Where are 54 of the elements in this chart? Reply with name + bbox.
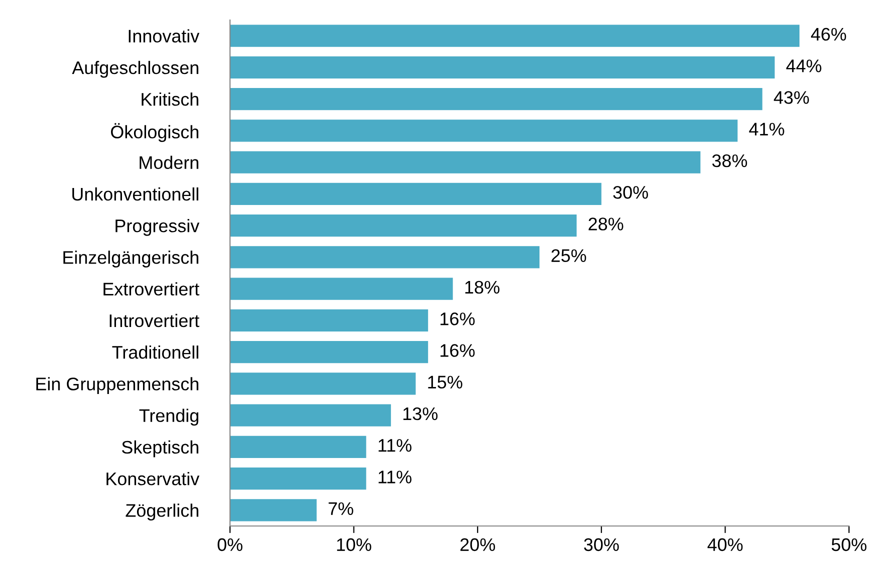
y-tick-label: Innovativ — [128, 29, 200, 43]
bar — [230, 340, 428, 364]
data-label: 41% — [749, 122, 784, 136]
bar — [230, 372, 416, 395]
y-tick-label: Traditionell — [112, 346, 198, 359]
bar — [230, 436, 366, 458]
bar — [230, 120, 738, 142]
data-label: 38% — [712, 154, 748, 168]
data-label: 18% — [465, 280, 500, 294]
bar — [230, 404, 391, 426]
y-tick-label: Trendig — [139, 408, 198, 426]
y-tick-label: Extrovertiert — [104, 282, 200, 296]
bar — [230, 56, 775, 79]
y-tick-label: Konservativ — [106, 472, 200, 486]
bar — [230, 88, 762, 110]
y-tick-label: Modern — [140, 156, 198, 170]
y-tick-label: Ökologisch — [110, 123, 198, 142]
data-label: 30% — [613, 186, 648, 199]
y-tick-label: Aufgeschlossen — [72, 60, 198, 78]
x-tick-label: 20% — [460, 538, 496, 552]
y-tick-label: Introvertiert — [110, 314, 200, 328]
data-label: 7% — [328, 502, 354, 515]
bar — [230, 214, 577, 237]
data-label: 43% — [774, 91, 809, 104]
data-label: 16% — [440, 312, 475, 326]
bar — [230, 467, 366, 490]
y-tick-label: Progressiv — [116, 219, 200, 236]
data-label: 11% — [378, 470, 412, 484]
bar — [230, 182, 602, 206]
bar — [230, 246, 540, 268]
data-label: 13% — [403, 407, 438, 420]
data-label: 16% — [440, 344, 475, 357]
data-label: 44% — [786, 60, 822, 72]
y-tick-label: Zögerlich — [126, 504, 198, 520]
x-tick-label: 0% — [218, 538, 242, 552]
data-label: 28% — [588, 218, 624, 230]
y-tick-label: Unkonventionell — [72, 187, 198, 201]
x-tick-label: 10% — [337, 538, 372, 552]
bar — [230, 278, 453, 300]
data-label: 25% — [552, 249, 586, 262]
x-tick-label: 30% — [584, 538, 619, 552]
x-tick-label: 40% — [708, 538, 743, 552]
bar — [230, 151, 700, 174]
data-label: 46% — [811, 28, 846, 41]
y-tick-label: Ein Gruppenmensch — [36, 377, 198, 394]
data-label: 11% — [378, 439, 412, 452]
y-tick-label: Kritisch — [142, 92, 198, 106]
y-tick-label: Einzelgängerisch — [63, 250, 198, 268]
y-tick-label: Skeptisch — [122, 440, 198, 458]
bar — [230, 24, 800, 47]
bar — [230, 499, 317, 522]
x-tick-label: 50% — [832, 538, 866, 552]
bar — [230, 309, 428, 332]
data-label: 15% — [428, 376, 462, 389]
